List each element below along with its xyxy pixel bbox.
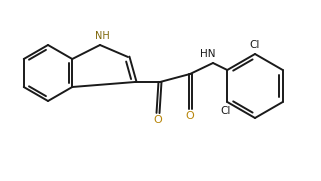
Text: HN: HN [200, 49, 216, 59]
Text: Cl: Cl [250, 40, 260, 50]
Text: Cl: Cl [220, 106, 230, 116]
Text: O: O [154, 115, 162, 125]
Text: O: O [186, 111, 195, 121]
Text: NH: NH [95, 31, 109, 41]
